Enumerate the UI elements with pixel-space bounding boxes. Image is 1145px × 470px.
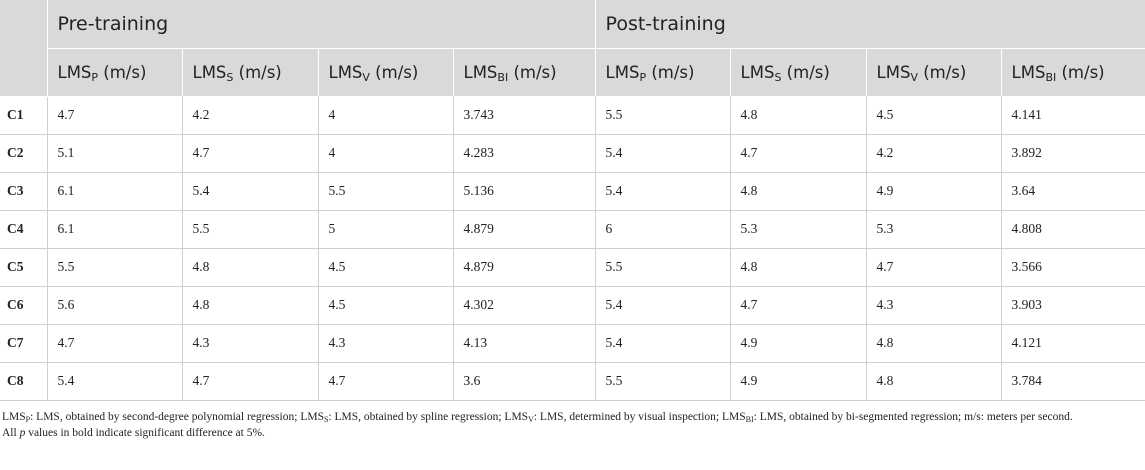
footnote-significance: All p values in bold indicate significan… [2,426,265,439]
group-header-pre-training: Pre-training [47,0,596,49]
table-cell: 5.5 [182,210,319,249]
table-cell: 4.7 [182,362,319,401]
table-cell: 3.566 [1001,248,1145,287]
table-cell: 4.3 [182,324,319,363]
row-label: C6 [0,286,48,325]
table-cell: 6.1 [47,210,183,249]
table-cell: 6.1 [47,172,183,211]
table-cell: 4.9 [730,362,867,401]
column-header-row: LMSP (m/s) LMSS (m/s) LMSV (m/s) LMSBI (m/s… [0,48,1145,96]
row-label: C7 [0,324,48,363]
table-cell: 5 [318,210,454,249]
table-cell: 4.7 [318,362,454,401]
table-cell: 4.8 [730,248,867,287]
table-cell: 5.4 [595,172,731,211]
table-cell: 3.903 [1001,286,1145,325]
table-row: C2 5.1 4.7 4 4.283 5.4 4.7 4.2 3.892 [0,134,1145,173]
row-label: C8 [0,362,48,401]
table-footnotes: LMSP: LMS, obtained by second-degree pol… [0,401,1145,441]
table-cell: 4.879 [453,248,596,287]
column-header: LMSP (m/s) [47,48,183,96]
table-cell: 3.743 [453,96,596,135]
group-header-post-training: Post-training [595,0,1145,49]
table-cell: 5.3 [866,210,1002,249]
table-cell: 3.64 [1001,172,1145,211]
column-header: LMSBI (m/s) [453,48,596,96]
column-header: LMSP (m/s) [595,48,731,96]
row-label: C3 [0,172,48,211]
table-cell: 4.7 [47,324,183,363]
group-header-row: Pre-training Post-training [0,0,1145,97]
table-cell: 4 [318,96,454,135]
table-cell: 4.8 [866,324,1002,363]
table-cell: 4.3 [866,286,1002,325]
table-cell: 3.892 [1001,134,1145,173]
table-cell: 6 [595,210,731,249]
row-label: C1 [0,96,48,135]
table-row: C7 4.7 4.3 4.3 4.13 5.4 4.9 4.8 4.121 [0,324,1145,363]
table-body: C1 4.7 4.2 4 3.743 5.5 4.8 4.5 4.141 C2 5.1 4.7 4 4.2… [0,96,1145,401]
table-cell: 4.8 [182,286,319,325]
table-cell: 4.7 [730,286,867,325]
table-cell: 4.8 [866,362,1002,401]
table-cell: 4.8 [182,248,319,287]
footnote-abbreviations: LMSP: LMS, obtained by second-degree pol… [2,410,1073,424]
table-cell: 4.5 [318,248,454,287]
table-cell: 4.7 [182,134,319,173]
table-cell: 5.5 [595,362,731,401]
table-row: C5 5.5 4.8 4.5 4.879 5.5 4.8 4.7 3.566 [0,248,1145,287]
table-cell: 4.13 [453,324,596,363]
row-label: C5 [0,248,48,287]
table-container: Pre-training Post-training LMSP (m/s) LMS… [0,0,1145,441]
table-cell: 4.5 [866,96,1002,135]
row-label: C2 [0,134,48,173]
table-row: C4 6.1 5.5 5 4.879 6 5.3 5.3 4.808 [0,210,1145,249]
table-cell: 4.7 [47,96,183,135]
table-cell: 5.5 [595,248,731,287]
table-cell: 4.9 [730,324,867,363]
row-label: C4 [0,210,48,249]
table-cell: 5.4 [595,286,731,325]
table-cell: 4.2 [866,134,1002,173]
table-cell: 5.4 [47,362,183,401]
table-cell: 4.879 [453,210,596,249]
table-cell: 4.3 [318,324,454,363]
corner-cell [0,0,48,97]
table-row: C1 4.7 4.2 4 3.743 5.5 4.8 4.5 4.141 [0,96,1145,135]
column-header: LMSS (m/s) [182,48,319,96]
table-cell: 5.6 [47,286,183,325]
table-cell: 5.5 [318,172,454,211]
table-cell: 5.1 [47,134,183,173]
table-cell: 4.7 [730,134,867,173]
table-cell: 5.4 [595,134,731,173]
table-cell: 3.784 [1001,362,1145,401]
table-cell: 4.8 [730,96,867,135]
table-cell: 5.5 [595,96,731,135]
table-cell: 4.302 [453,286,596,325]
table-row: C8 5.4 4.7 4.7 3.6 5.5 4.9 4.8 3.784 [0,362,1145,401]
table-cell: 4.5 [318,286,454,325]
table-cell: 5.4 [595,324,731,363]
table-cell: 4.2 [182,96,319,135]
table-row: C3 6.1 5.4 5.5 5.136 5.4 4.8 4.9 3.64 [0,172,1145,211]
table-cell: 4.8 [730,172,867,211]
table-row: C6 5.6 4.8 4.5 4.302 5.4 4.7 4.3 3.903 [0,286,1145,325]
table-cell: 4 [318,134,454,173]
column-header: LMSBI (m/s) [1001,48,1145,96]
column-header: LMSS (m/s) [730,48,867,96]
table-cell: 4.9 [866,172,1002,211]
table-cell: 5.4 [182,172,319,211]
data-table: Pre-training Post-training LMSP (m/s) LMS… [0,0,1145,401]
table-cell: 3.6 [453,362,596,401]
table-cell: 5.3 [730,210,867,249]
table-cell: 4.141 [1001,96,1145,135]
table-cell: 4.7 [866,248,1002,287]
column-header: LMSV (m/s) [866,48,1002,96]
table-cell: 5.5 [47,248,183,287]
column-header: LMSV (m/s) [318,48,454,96]
table-cell: 4.121 [1001,324,1145,363]
table-cell: 4.283 [453,134,596,173]
table-cell: 5.136 [453,172,596,211]
table-cell: 4.808 [1001,210,1145,249]
